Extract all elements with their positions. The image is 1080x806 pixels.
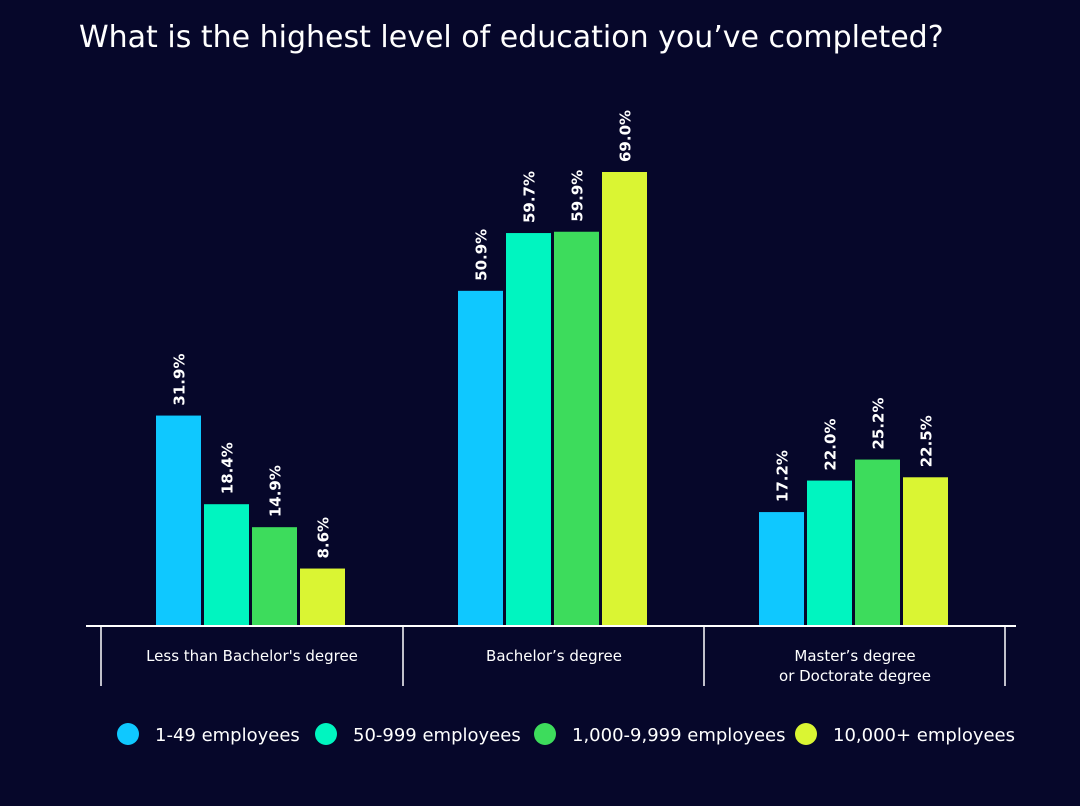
bar-series3-cat1 — [602, 172, 647, 625]
legend-label-2: 1,000-9,999 employees — [572, 725, 786, 746]
legend: 1-49 employees 50-999 employees 1,000-9,99… — [117, 723, 1015, 746]
value-label-series1-cat2: 22.0% — [822, 419, 840, 471]
bar-series2-cat2 — [855, 459, 900, 625]
value-label-series2-cat1: 59.9% — [569, 170, 587, 222]
value-label-series2-cat0: 14.9% — [267, 465, 285, 517]
bar-series1-cat2 — [807, 480, 852, 625]
value-label-series0-cat1: 50.9% — [473, 229, 491, 281]
legend-label-1: 50-999 employees — [353, 725, 521, 746]
value-label-series2-cat2: 25.2% — [870, 398, 888, 450]
legend-swatch-1 — [315, 723, 337, 745]
value-label-series3-cat1: 69.0% — [617, 110, 635, 162]
value-label-series3-cat2: 22.5% — [918, 415, 936, 467]
value-label-series3-cat0: 8.6% — [315, 517, 333, 559]
legend-label-3: 10,000+ employees — [833, 725, 1015, 746]
value-label-series0-cat0: 31.9% — [171, 354, 189, 406]
category-label-1: Bachelor’s degree — [486, 647, 622, 665]
legend-swatch-3 — [795, 723, 817, 745]
value-label-series0-cat2: 17.2% — [774, 450, 792, 502]
chart-title: What is the highest level of education y… — [79, 20, 944, 55]
bar-series2-cat0 — [252, 527, 297, 625]
category-label-2: Master’s degree — [794, 647, 915, 665]
bar-series3-cat2 — [903, 477, 948, 625]
x-axis: Less than Bachelor's degree Bachelor’s de… — [86, 625, 1016, 686]
category-label-2: or Doctorate degree — [779, 667, 931, 685]
legend-label-0: 1-49 employees — [155, 725, 300, 746]
bar-series0-cat1 — [458, 290, 503, 625]
legend-swatch-0 — [117, 723, 139, 745]
value-labels-layer: 31.9% 50.9% 17.2% 18.4% 59.7% 22.0% 14.9% 59.9%… — [171, 110, 936, 559]
bar-series0-cat0 — [156, 415, 201, 625]
bar-series0-cat2 — [759, 512, 804, 625]
bars-layer — [156, 172, 948, 626]
legend-swatch-2 — [534, 723, 556, 745]
bar-series3-cat0 — [300, 568, 345, 625]
bar-series2-cat1 — [554, 231, 599, 626]
value-label-series1-cat1: 59.7% — [521, 171, 539, 223]
bar-series1-cat0 — [204, 504, 249, 625]
bar-series1-cat1 — [506, 233, 551, 625]
category-label-0: Less than Bachelor's degree — [146, 647, 358, 665]
value-label-series1-cat0: 18.4% — [219, 442, 237, 494]
